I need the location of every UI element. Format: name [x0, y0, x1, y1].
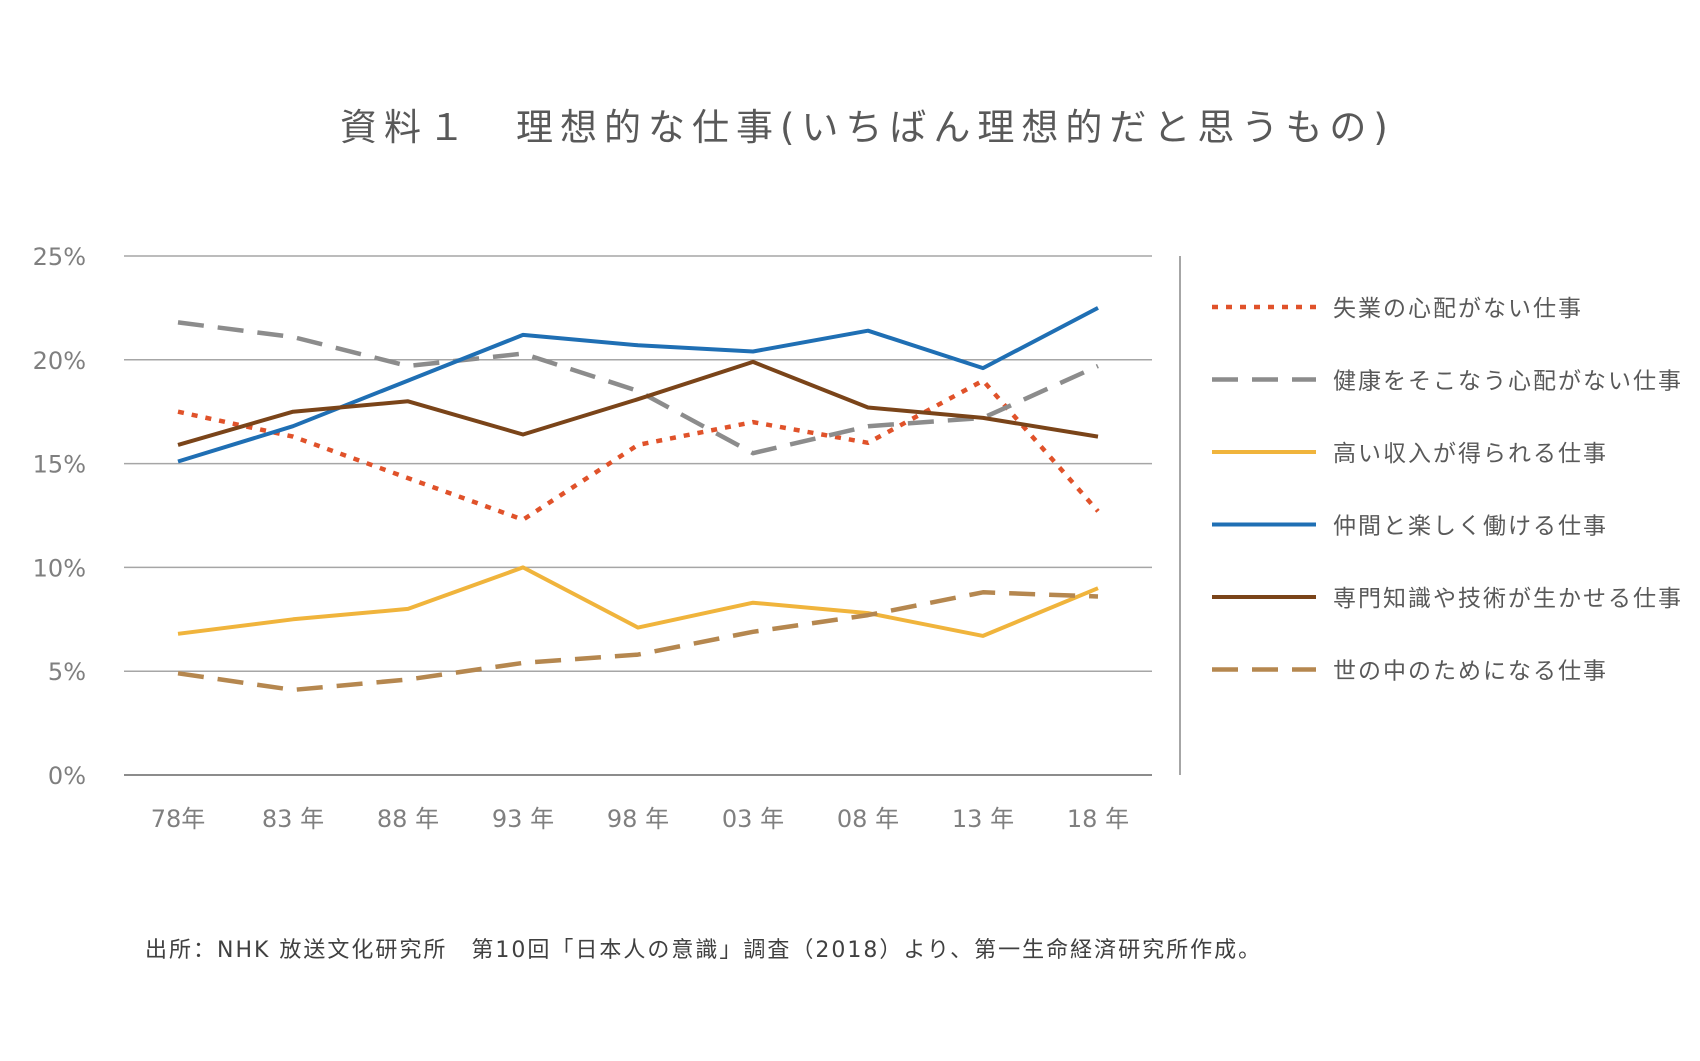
series-line: [177, 359, 1099, 447]
x-tick-label: 88 年: [377, 805, 439, 833]
series-line: [177, 320, 1099, 456]
series-lines: [177, 306, 1100, 693]
source-note: 出所：NHK 放送文化研究所 第10回「日本人の意識」調査（2018）より、第一…: [145, 938, 1262, 963]
y-tick-label: 20%: [33, 347, 86, 375]
legend-label: 専門知識や技術が生かせる仕事: [1333, 586, 1683, 612]
x-tick-label: 08 年: [837, 805, 899, 833]
x-tick-label: 78年: [151, 805, 206, 833]
legend-label: 仲間と楽しく働ける仕事: [1333, 514, 1608, 540]
y-axis-ticks: 0% 5% 10% 15% 20% 25%: [33, 243, 86, 790]
y-tick-label: 10%: [33, 554, 86, 582]
y-tick-label: 25%: [33, 243, 86, 271]
legend-label: 失業の心配がない仕事: [1333, 296, 1583, 322]
legend-label: 世の中のためになる仕事: [1333, 659, 1608, 685]
series-line: [177, 590, 1099, 693]
legend-label: 健康をそこなう心配がない仕事: [1333, 369, 1683, 395]
series-line: [177, 378, 1100, 522]
x-tick-label: 83 年: [262, 805, 324, 833]
y-tick-label: 5%: [48, 658, 86, 686]
x-tick-label: 03 年: [722, 805, 784, 833]
series-line: [177, 565, 1099, 638]
x-axis-ticks: 78年 83 年 88 年 93 年 98 年 03 年 08 年 13 年 18 年: [151, 805, 1129, 833]
y-tick-label: 15%: [33, 451, 86, 479]
series-line: [177, 306, 1099, 464]
y-tick-label: 0%: [48, 762, 86, 790]
x-tick-label: 18 年: [1067, 805, 1129, 833]
chart-title: 資料１ 理想的な仕事(いちばん理想的だと思うもの): [340, 106, 1395, 149]
grid-lines: [124, 255, 1152, 776]
x-tick-label: 93 年: [492, 805, 554, 833]
x-tick-label: 13 年: [952, 805, 1014, 833]
x-tick-label: 98 年: [607, 805, 669, 833]
legend: 失業の心配がない仕事健康をそこなう心配がない仕事高い収入が得られる仕事仲間と楽し…: [1212, 296, 1683, 685]
legend-label: 高い収入が得られる仕事: [1333, 441, 1608, 467]
